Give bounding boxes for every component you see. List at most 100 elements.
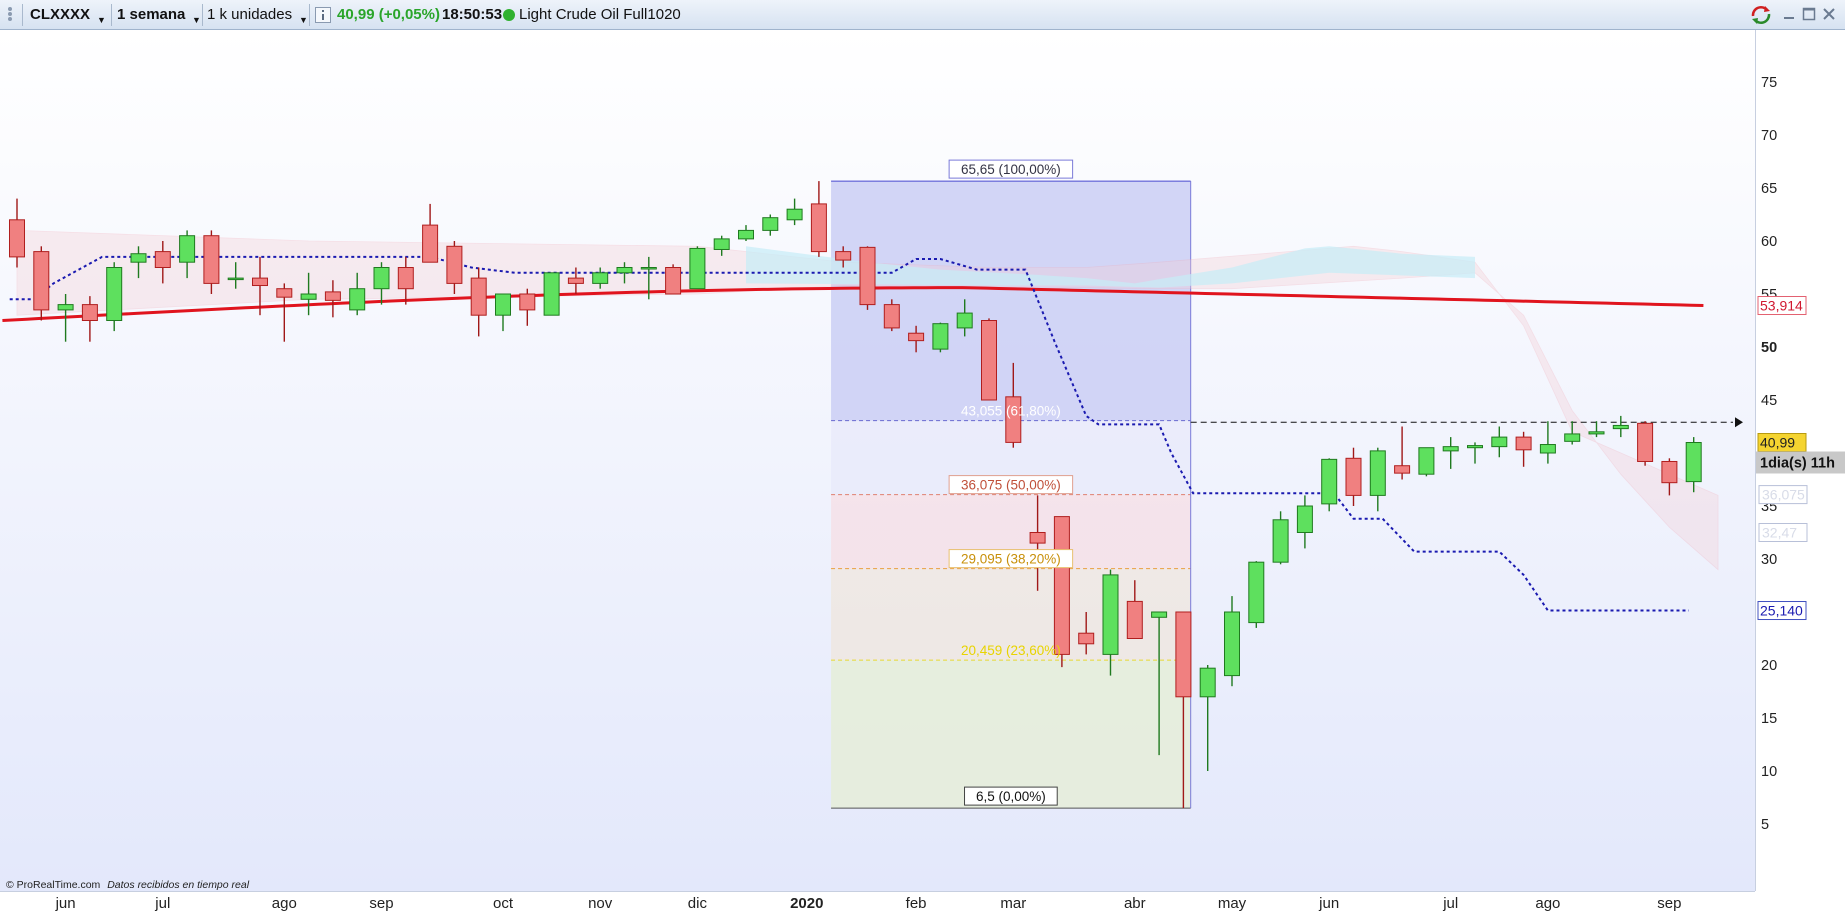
bearish-candle [154,241,171,284]
footer-copyright: © ProRealTime.com [6,879,101,891]
bullish-candle [640,256,657,300]
candle-body [106,267,123,321]
bullish-candle [1272,511,1289,565]
fib-label-0: 65,65 (100,00%) [961,162,1061,177]
y-tick-label: 30 [1761,552,1777,568]
bullish-candle [1491,426,1508,458]
close-button[interactable] [1822,7,1836,21]
faded-value-label: 36,075 [1762,487,1805,503]
candle-body [1272,519,1289,563]
timeframe-selector[interactable]: 1 semana ▼ [117,3,202,27]
faded-value-box [1758,523,1808,542]
candle-body [1296,505,1313,533]
candle-body [179,235,196,263]
bearish-candle [9,198,25,268]
minimize-button[interactable] [1782,7,1796,21]
candle-body [1078,632,1095,645]
ma-value-label-box [1757,296,1807,316]
countdown-label: 1dia(s) 11h [1760,456,1835,472]
candle-body [1151,611,1168,618]
y-tick-label: 15 [1761,711,1777,727]
symbol-selector[interactable]: CLXXXX ▼ [30,3,110,27]
x-tick-label: jul [154,895,170,912]
y-tick-label: 65 [1761,181,1777,197]
candle-body [446,245,463,284]
bearish-candle [519,288,536,326]
candle-body [1442,446,1459,452]
window-menu-icon[interactable] [4,6,16,22]
timeframe-label: 1 semana [117,6,186,23]
sync-icon [1751,6,1771,24]
y-tick-label: 20 [1761,658,1777,674]
candle-body [786,208,803,221]
maximize-button[interactable] [1802,7,1816,21]
chart-toolbar: CLXXXX ▼ 1 semana ▼ 1 k unidades ▼ 40,99… [0,0,1845,30]
bullish-candle [1321,458,1338,512]
bullish-candle [738,225,754,241]
info-button[interactable] [315,7,331,23]
bullish-candle [57,294,74,342]
candle-body [252,277,268,287]
moving-average [2,286,1704,322]
x-tick-label: feb [906,895,927,912]
candle-body [57,304,74,311]
ma-value-label: 53,914 [1760,298,1803,314]
reference-arrow-icon [1735,417,1743,428]
dotted-value-label-box [1757,601,1807,621]
candle-body [519,293,536,311]
candle-body [1515,436,1532,451]
time-axis-panel [0,891,1845,913]
bearish-candle [324,280,341,318]
bearish-candle [81,296,98,342]
bearish-candle [1394,426,1411,480]
units-selector[interactable]: 1 k unidades ▼ [207,3,308,27]
last-quote: 40,99 (+0,05%) [337,6,440,23]
bullish-candle [592,267,609,289]
candle-body [810,203,827,253]
chevron-down-icon: ▼ [192,15,201,25]
x-tick-label: abr [1124,895,1146,912]
candle-body [592,272,609,284]
candle-body [1369,450,1386,496]
bearish-candle [1175,611,1192,809]
units-label: 1 k unidades [207,6,293,23]
time-axis[interactable]: jun jul ago sep oct nov dic 2020 feb mar abr may jun… [55,895,1682,912]
candle-body [1029,532,1046,544]
bullish-candle [956,299,973,337]
fib-label-box [948,549,1074,569]
y-tick-label: 70 [1761,128,1777,144]
info-icon [315,7,331,23]
candle-body [1005,396,1022,443]
candle-body [154,251,171,269]
bullish-candle [106,262,123,332]
candle-body [276,288,293,298]
price-chart[interactable]: 65,65 (100,00%) 43,055 (61,80%) 36,075 (50… [0,30,1845,913]
bullish-candle [1685,437,1702,493]
footer-realtime-note: Datos recibidos en tiempo real [107,879,249,891]
candle-body [495,293,511,316]
x-tick-label: oct [493,895,514,912]
candle-body [1661,460,1678,484]
candle-body [470,277,487,316]
candle-body [738,229,754,240]
fib-zone [831,660,1191,809]
x-tick-label: mar [1000,895,1026,912]
bearish-candle [665,264,682,295]
sync-button[interactable] [1749,4,1773,26]
cloud-cyan-fill [746,246,1475,288]
candle-body [349,288,366,311]
candle-body [713,238,730,250]
minimize-icon [1784,17,1794,19]
bullish-candle [179,230,196,279]
candle-body [1394,465,1411,474]
y-tick-label: 5 [1761,817,1769,833]
chevron-down-icon: ▼ [299,15,308,25]
bullish-candle [1151,611,1168,756]
candle-body [567,277,584,284]
candles [9,181,1702,809]
x-tick-label: jun [1318,895,1339,912]
candle-body [1612,424,1629,430]
bearish-candle [397,256,414,305]
candle-body [81,304,98,322]
candle-body [1345,457,1362,496]
